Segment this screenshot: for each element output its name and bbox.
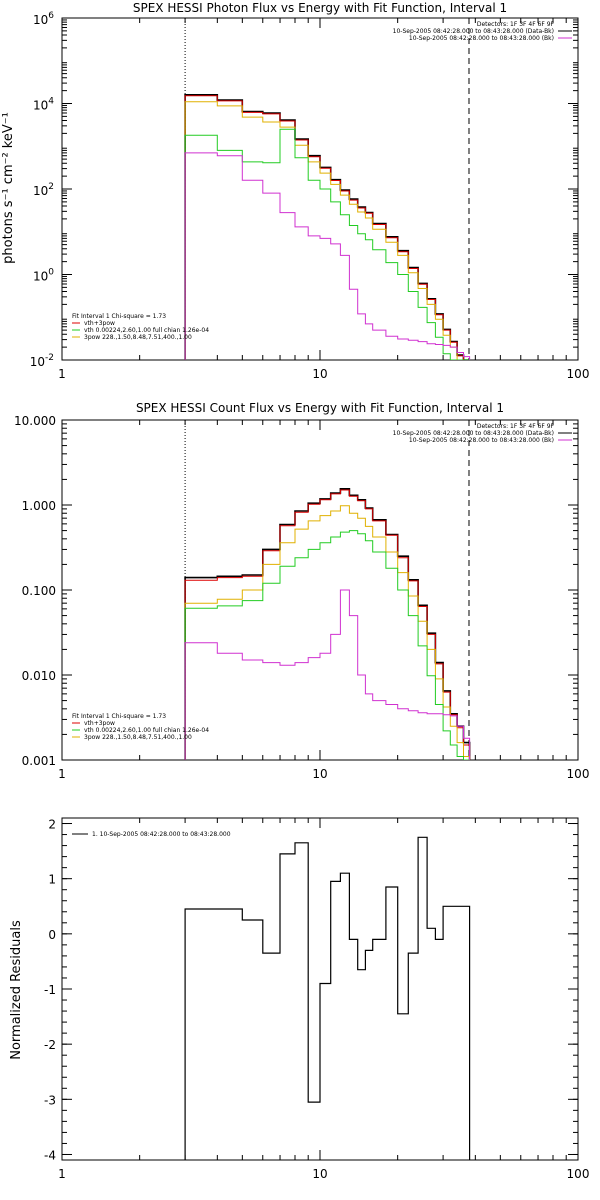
photon-legend-entry: Detectors: 1F 3F 4F 6F 9F (477, 21, 555, 28)
residual-y-tick-label: 2 (48, 818, 56, 832)
count-y-tick-label: 1.000 (22, 499, 56, 513)
residual-x-tick-label: 10 (312, 1167, 327, 1181)
photon-series-line-4 (184, 152, 471, 360)
count-y-tick-label: 0.100 (22, 584, 56, 598)
count-series-group (184, 488, 471, 760)
photon-x-tick-label: 1 (58, 367, 66, 381)
photon-y-tick-label: 100 (33, 268, 54, 284)
count-flux-chart: SPEX HESSI Count Flux vs Energy with Fit… (14, 401, 589, 781)
count-flux-plot-area: 1 10 100 0.001 0.010 0.100 1.000 10.000 Detector… (14, 414, 589, 781)
count-y-tick-label: 0.010 (22, 669, 56, 683)
photon-legend-entry: 10-Sep-2005 08:42:28.000 to 08:43:28.000… (393, 28, 554, 35)
residual-y-tick-label: -2 (44, 1038, 56, 1052)
photon-legend-entry: vth 0.00224,2.60,1.00 full chian 1.26e-0… (84, 327, 209, 334)
count-legend-entry: 3pow 228.,1.50,8.48,7.51,400.,1.00 (84, 734, 192, 741)
count-plot-frame (61, 419, 579, 761)
photon-y-tick-label: 104 (33, 97, 54, 113)
photon-flux-chart: SPEX HESSI Photon Flux vs Energy with Fi… (1, 1, 589, 381)
photon-legend-entry: 3pow 228.,1.50,8.48,7.51,400.,1.00 (84, 334, 192, 341)
photon-flux-title: SPEX HESSI Photon Flux vs Energy with Fi… (133, 1, 507, 15)
count-x-tick-label: 10 (312, 767, 327, 781)
residuals-chart: Normalized Residuals 1 10 100 -4 -3 -2 -1 0 1 2 1.… (9, 817, 590, 1181)
count-flux-title: SPEX HESSI Count Flux vs Energy with Fit… (136, 401, 504, 415)
count-legend-entry: 10-Sep-2005 08:42:28.000 to 08:43:28.000… (409, 437, 554, 444)
photon-y-tick-label: 102 (33, 182, 54, 198)
count-legend-entry: Detectors: 1F 3F 4F 6F 9F (477, 423, 555, 430)
residual-y-tick-label: -1 (44, 983, 56, 997)
residual-y-tick-label: 1 (48, 873, 56, 887)
count-legend-entry: vth+3pow (84, 720, 115, 727)
count-y-tick-label: 0.001 (22, 754, 56, 768)
residual-x-tick-label: 100 (567, 1167, 590, 1181)
count-series-line-2 (184, 505, 471, 760)
photon-series-line-0 (184, 94, 470, 360)
count-legend-entry: 10-Sep-2005 08:42:28.000 to 08:43:28.000… (393, 430, 554, 437)
photon-y-tick-label: 10-2 (30, 353, 54, 369)
photon-series-line-3 (184, 128, 470, 360)
photon-legend-entry: 10-Sep-2005 08:42:28.000 to 08:43:28.000… (409, 35, 554, 42)
photon-x-tick-label: 10 (312, 367, 327, 381)
count-x-tick-label: 1 (58, 767, 66, 781)
residual-x-tick-label: 1 (58, 1167, 66, 1181)
photon-legend-entry: Fit Interval 1 Chi-square = 1.73 (72, 313, 166, 320)
photon-series-group (184, 94, 471, 360)
photon-flux-plot-area: 1 10 100 10-2 100 102 104 106 Detectors: 1F 3F 4… (30, 11, 590, 381)
count-legend-entry: Fit Interval 1 Chi-square = 1.73 (72, 713, 166, 720)
count-legend-entry: vth 0.00224,2.60,1.00 full chian 1.26e-0… (84, 727, 209, 734)
photon-series-line-1 (184, 95, 470, 360)
photon-x-tick-label: 100 (567, 367, 590, 381)
residual-y-tick-label: -3 (44, 1093, 56, 1107)
photon-series-line-2 (184, 101, 470, 360)
residual-legend-entry: 1. 10-Sep-2005 08:42:28.000 to 08:43:28.… (92, 831, 231, 838)
residual-y-tick-label: 0 (48, 928, 56, 942)
residual-series-group (184, 836, 471, 1160)
residual-series-line-0 (184, 836, 471, 1160)
count-series-line-4 (184, 589, 471, 760)
photon-legend-entry: vth+3pow (84, 320, 115, 327)
count-y-tick-label: 10.000 (14, 414, 56, 428)
count-series-line-3 (184, 530, 470, 760)
count-x-tick-label: 100 (567, 767, 590, 781)
photon-flux-ylabel: photons s⁻¹ cm⁻² keV⁻¹ (1, 112, 16, 264)
photon-y-tick-label: 106 (33, 11, 54, 27)
residuals-plot-area: 1 10 100 -4 -3 -2 -1 0 1 2 1. 10-Sep-2005 08:42:28… (44, 817, 590, 1181)
residual-y-tick-label: -4 (44, 1148, 56, 1162)
residuals-ylabel: Normalized Residuals (9, 920, 24, 1060)
